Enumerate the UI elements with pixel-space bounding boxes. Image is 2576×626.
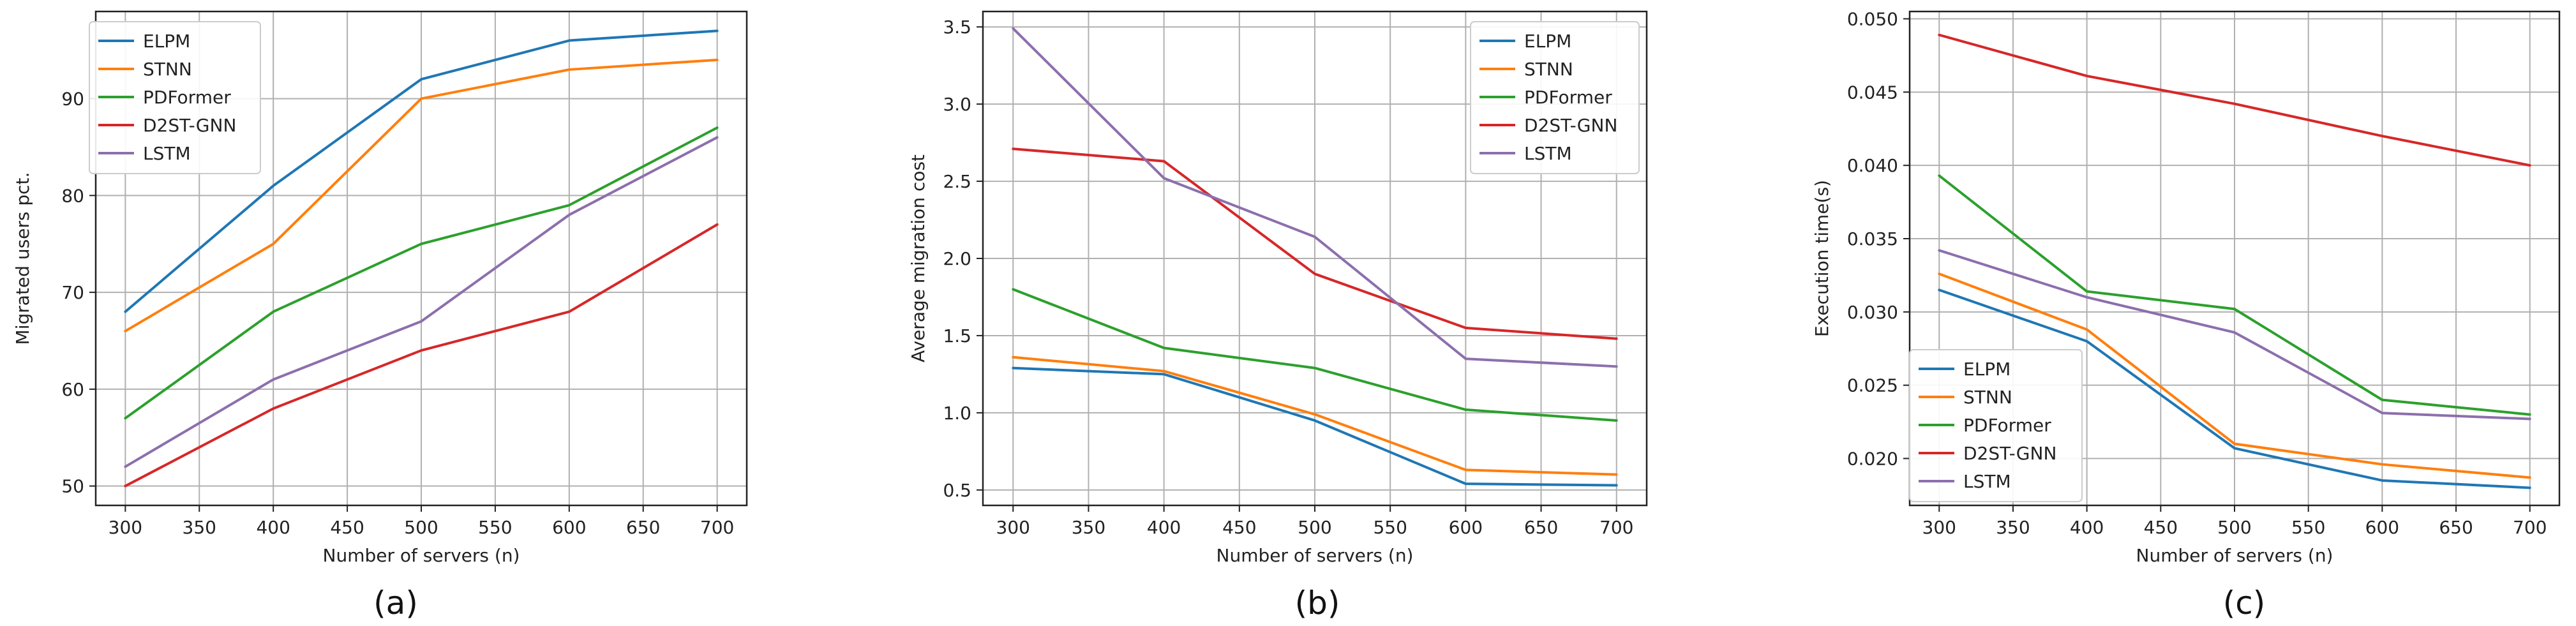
chart-panel-2: 300 350 400 450 500 550 600 650 700 0.5 1.0 1.5 2.0 2…	[908, 10, 1648, 622]
legend-label: LSTM	[1524, 143, 1572, 164]
y-tick-label: 0.5	[943, 480, 971, 501]
legend-label: STNN	[1524, 59, 1573, 80]
y-tick-label: 80	[61, 185, 84, 206]
x-tick-label: 500	[1298, 517, 1331, 538]
y-tick-label: 90	[61, 89, 84, 110]
legend-label: LSTM	[1963, 471, 2011, 492]
legend: ELPM STNN PDFormer D2ST-GNN LSTM	[1470, 21, 1640, 174]
plot-frame	[982, 10, 1648, 507]
panel-caption: (b)	[1295, 585, 1340, 622]
legend-label: STNN	[1963, 387, 2012, 408]
x-tick-label: 500	[404, 517, 438, 538]
x-tick-label: 350	[1072, 517, 1105, 538]
legend-box	[89, 21, 261, 174]
x-tick-label: 350	[183, 517, 216, 538]
series-line-d2st-gnn	[1938, 33, 2531, 167]
legend: ELPM STNN PDFormer D2ST-GNN LSTM	[89, 21, 261, 174]
legend-label: PDFormer	[143, 87, 231, 108]
y-tick-label: 60	[61, 379, 84, 400]
y-tick-label: 0.045	[1847, 82, 1898, 103]
x-tick-label: 550	[2291, 517, 2325, 538]
series-line-stnn	[1012, 355, 1618, 476]
legend-label: ELPM	[1524, 31, 1571, 52]
y-tick-label: 2.5	[943, 171, 971, 192]
legend-label: D2ST-GNN	[1963, 443, 2056, 464]
plot-frame	[1908, 10, 2561, 507]
legend-label: ELPM	[1963, 359, 2011, 380]
x-tick-label: 400	[2070, 517, 2104, 538]
x-tick-label: 350	[1996, 517, 2030, 538]
y-axis-label: Migrated users pct.	[12, 172, 33, 345]
chart-panel-1: 300 350 400 450 500 550 600 650 700 50 60 70 80 90 Num…	[12, 10, 748, 622]
legend-label: ELPM	[143, 31, 190, 52]
panel-caption: (c)	[2223, 585, 2266, 622]
y-tick-label: 70	[61, 282, 84, 303]
x-tick-label: 300	[996, 517, 1030, 538]
x-axis-label: Number of servers (n)	[1217, 545, 1414, 566]
x-tick-label: 650	[1524, 517, 1558, 538]
y-axis-label: Average migration cost	[908, 154, 929, 362]
x-tick-label: 400	[1147, 517, 1181, 538]
x-tick-label: 300	[1922, 517, 1956, 538]
x-tick-label: 450	[2144, 517, 2178, 538]
legend-label: D2ST-GNN	[1524, 115, 1617, 136]
y-tick-label: 0.030	[1847, 302, 1898, 323]
legend: ELPM STNN PDFormer D2ST-GNN LSTM	[1909, 349, 2083, 502]
x-tick-label: 450	[1222, 517, 1256, 538]
x-tick-label: 650	[626, 517, 660, 538]
x-tick-label: 600	[1449, 517, 1483, 538]
plot-frame	[94, 10, 748, 507]
x-axis-label: Number of servers (n)	[2136, 545, 2333, 566]
y-tick-label: 3.0	[943, 94, 971, 115]
legend-label: STNN	[143, 59, 192, 80]
x-tick-label: 300	[109, 517, 142, 538]
x-tick-label: 400	[256, 517, 290, 538]
y-tick-label: 0.025	[1847, 375, 1898, 396]
series-line-pdformer	[1938, 174, 2531, 416]
legend-box	[1909, 349, 2083, 502]
y-tick-label: 1.0	[943, 403, 971, 424]
chart-panel-3: 300 350 400 450 500 550 600 650 700 0.020 0.025 0.0…	[1811, 8, 2561, 622]
x-axis-label: Number of servers (n)	[323, 545, 520, 566]
series-line-pdformer	[124, 126, 719, 420]
series-line-lstm	[124, 136, 719, 468]
series-line-d2st-gnn	[1012, 147, 1618, 340]
y-tick-label: 0.040	[1847, 155, 1898, 176]
panel-caption: (a)	[373, 585, 418, 622]
y-tick-label: 3.5	[943, 17, 971, 38]
series-line-elpm	[1012, 366, 1618, 487]
series-line-stnn	[1938, 272, 2531, 479]
series-line-stnn	[124, 58, 719, 332]
legend-label: PDFormer	[1963, 415, 2051, 436]
series-line-elpm	[1938, 288, 2531, 489]
x-tick-label: 650	[2439, 517, 2473, 538]
y-tick-label: 0.020	[1847, 449, 1898, 470]
y-tick-label: 2.0	[943, 248, 971, 269]
x-tick-label: 450	[330, 517, 364, 538]
series-line-lstm	[1012, 27, 1618, 368]
y-tick-label: 0.050	[1847, 8, 1898, 29]
x-tick-label: 550	[478, 517, 512, 538]
legend-label: D2ST-GNN	[143, 115, 236, 136]
series-line-d2st-gnn	[124, 223, 719, 488]
series-line-elpm	[124, 29, 719, 313]
x-tick-label: 700	[1599, 517, 1633, 538]
legend-label: PDFormer	[1524, 87, 1612, 108]
legend-label: LSTM	[143, 143, 191, 164]
x-tick-label: 600	[552, 517, 586, 538]
y-axis-label: Execution time(s)	[1811, 180, 1832, 337]
y-tick-label: 0.035	[1847, 228, 1898, 250]
y-tick-label: 50	[61, 476, 84, 497]
x-tick-label: 550	[1373, 517, 1407, 538]
y-tick-label: 1.5	[943, 325, 971, 347]
x-tick-label: 700	[2513, 517, 2547, 538]
series-line-pdformer	[1012, 288, 1618, 422]
x-tick-label: 700	[700, 517, 734, 538]
series-line-lstm	[1938, 249, 2531, 421]
legend-box	[1470, 21, 1640, 174]
x-tick-label: 600	[2365, 517, 2399, 538]
x-tick-label: 500	[2217, 517, 2251, 538]
